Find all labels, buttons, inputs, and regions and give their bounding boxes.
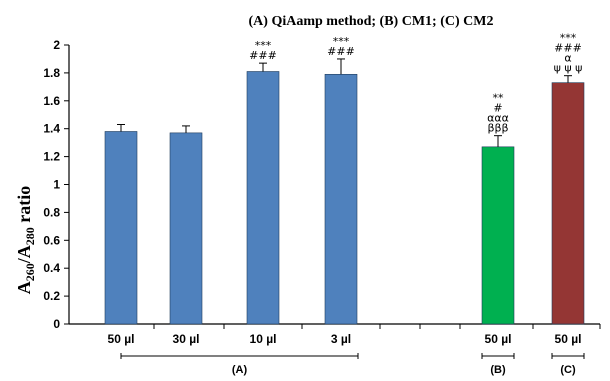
significance-annotation: **: [493, 92, 505, 105]
y-tick-label: 1.4: [43, 122, 60, 136]
y-axis-label-ratio: ratio: [14, 186, 34, 227]
category-label: 50 µl: [555, 332, 582, 346]
category-label: 50 µl: [485, 332, 512, 346]
y-axis-label-a: A: [14, 281, 34, 294]
significance-annotation: α: [564, 52, 571, 65]
significance-annotation: ***: [255, 39, 272, 52]
group-label: (B): [490, 364, 506, 376]
y-tick-label: 2: [53, 38, 60, 52]
bar: [324, 73, 358, 325]
y-tick-label: 0.2: [43, 289, 60, 303]
chart-title: (A) QiAamp method; (B) CM1; (C) CM2: [249, 14, 494, 29]
y-axis-label: A260/A280 ratio: [14, 186, 37, 294]
y-tick-label: 1.6: [43, 94, 60, 108]
category-label: 3 µl: [331, 332, 351, 346]
bar: [481, 146, 515, 325]
bar: [169, 132, 203, 325]
bar: [104, 131, 138, 325]
significance-annotation: ***: [560, 32, 577, 45]
category-label: 10 µl: [250, 332, 277, 346]
y-axis-label-sub-260: 260: [23, 263, 37, 281]
y-tick-label: 1.2: [43, 150, 60, 164]
significance-annotation: ###: [249, 49, 277, 62]
y-axis-label-mid: /A: [14, 245, 34, 264]
y-tick-label: 1: [53, 178, 60, 192]
significance-annotation: βββ: [487, 122, 508, 135]
y-tick-label: 0: [53, 317, 60, 331]
significance-annotation: ###: [327, 45, 355, 58]
y-tick-label: 0.6: [43, 233, 60, 247]
y-tick-label: 1.8: [43, 66, 60, 80]
y-tick-label: 0.8: [43, 205, 60, 219]
significance-annotation: ###: [554, 42, 582, 55]
significance-annotation: ***: [333, 35, 350, 48]
y-tick-label: 0.4: [43, 261, 60, 275]
group-label: (C): [560, 364, 576, 376]
significance-annotation: ααα: [487, 112, 509, 125]
bar: [551, 82, 585, 325]
bar: [246, 71, 280, 325]
category-label: 50 µl: [108, 332, 135, 346]
significance-annotation: ψ ψ ψ: [554, 62, 583, 75]
significance-annotation: #: [493, 102, 502, 115]
category-label: 30 µl: [173, 332, 200, 346]
group-label: (A): [232, 364, 248, 376]
y-axis-label-sub-280: 280: [23, 227, 37, 245]
